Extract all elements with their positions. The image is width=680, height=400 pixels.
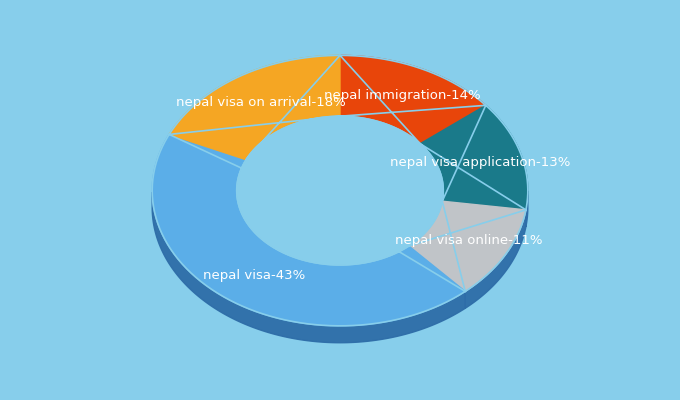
Text: nepal visa application-13%: nepal visa application-13% bbox=[390, 156, 571, 169]
Polygon shape bbox=[340, 55, 486, 144]
Polygon shape bbox=[465, 210, 526, 308]
Text: nepal immigration-14%: nepal immigration-14% bbox=[324, 90, 481, 102]
Polygon shape bbox=[420, 105, 528, 210]
Polygon shape bbox=[152, 192, 465, 343]
Polygon shape bbox=[237, 191, 443, 274]
Text: nepal visa online-11%: nepal visa online-11% bbox=[394, 234, 542, 247]
Text: nepal visa-43%: nepal visa-43% bbox=[203, 268, 305, 282]
Text: nepal visa on arrival-18%: nepal visa on arrival-18% bbox=[176, 96, 346, 109]
Polygon shape bbox=[409, 201, 526, 291]
Polygon shape bbox=[526, 191, 528, 227]
Polygon shape bbox=[237, 116, 443, 265]
Polygon shape bbox=[169, 55, 340, 160]
Polygon shape bbox=[152, 134, 465, 326]
